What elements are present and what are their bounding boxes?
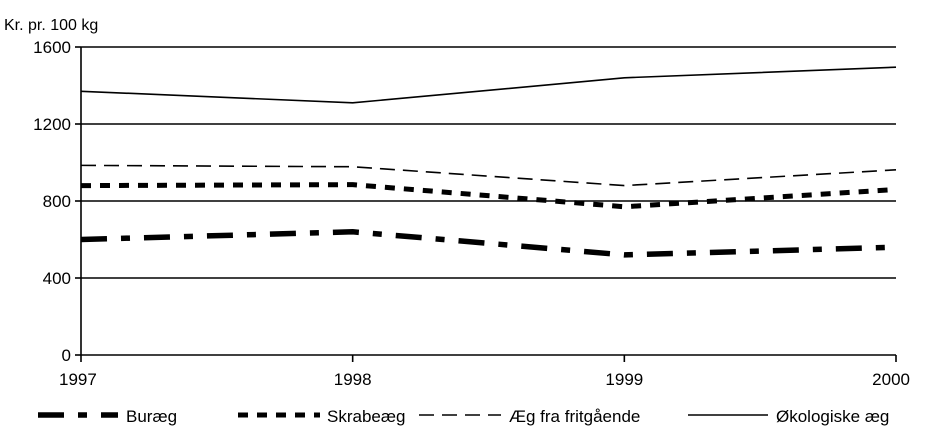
legend-label-bur-g: Buræg [126,407,177,426]
y-tick-label-400: 400 [43,269,71,288]
legend: Buræg Skrabeæg Æg fra fritgående Økologiske… [38,407,889,426]
series-line-bur-g [80,229,897,258]
legend-label-skrabe-g: Skrabeæg [327,407,405,426]
series-lines [80,66,897,258]
y-tick-label-800: 800 [43,192,71,211]
y-tick-label-1200: 1200 [33,115,71,134]
series-line-kologiske-g [80,66,897,104]
axes: 0 400 800 1200 1600 1997 1998 1999 2000 [33,38,910,389]
legend-label-g-fra-fritg-ende: Æg fra fritgående [509,407,640,426]
series-line-skrabe-g [80,182,897,210]
y-tick-label-0: 0 [62,346,71,365]
y-axis-label: Kr. pr. 100 kg [4,17,98,34]
x-tick-label-1998: 1998 [334,370,372,389]
x-tick-label-2000: 2000 [872,370,910,389]
x-tick-label-1997: 1997 [59,370,97,389]
x-tick-label-1999: 1999 [605,370,643,389]
gridlines [81,46,896,279]
series-line-g-fra-fritg-ende [80,164,897,187]
y-tick-label-1600: 1600 [33,38,71,57]
legend-label-kologiske-g: Økologiske æg [776,407,889,426]
